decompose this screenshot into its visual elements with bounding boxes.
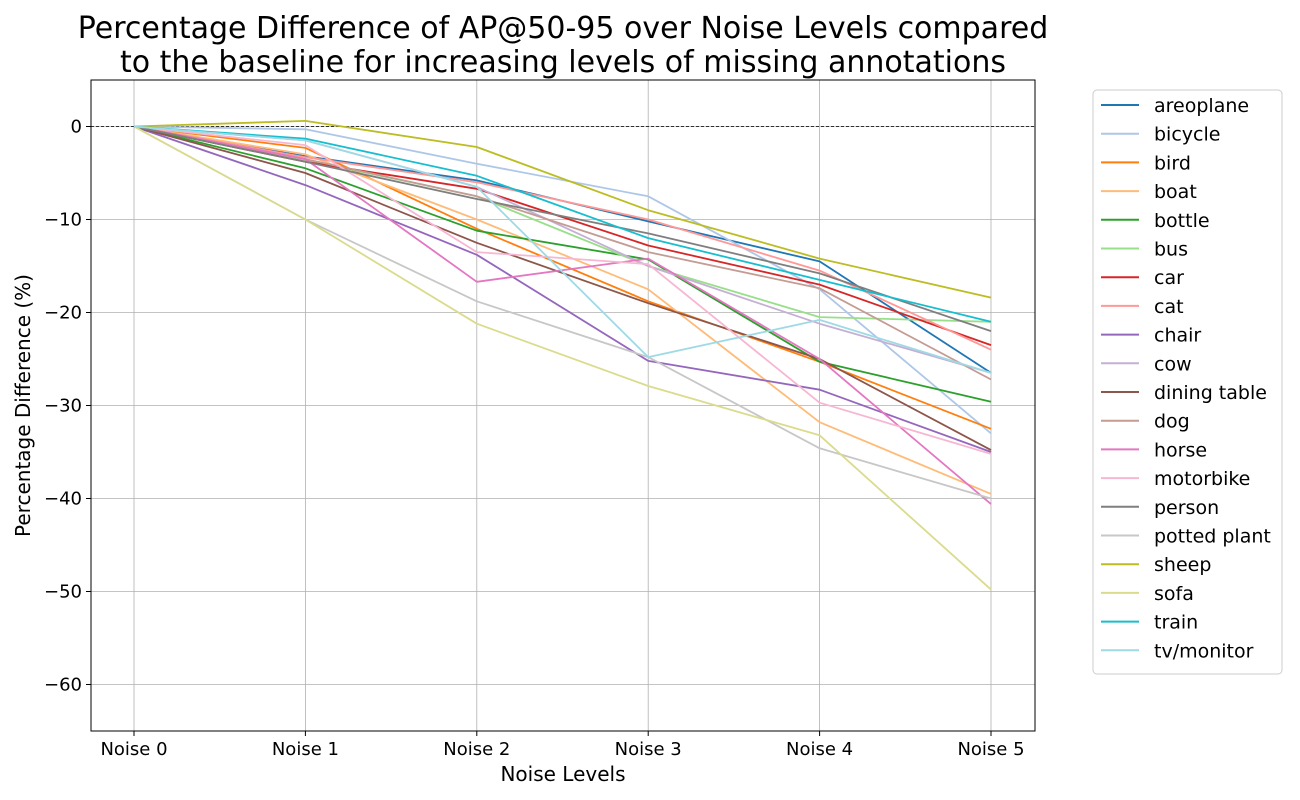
chart-title-line-2: to the baseline for increasing levels of… — [120, 45, 1006, 80]
series-line-sheep — [133, 120, 992, 299]
series-line-boat — [133, 125, 992, 495]
legend-label: areoplane — [1154, 95, 1249, 117]
x-tick-label: Noise 2 — [443, 739, 510, 760]
legend-label: car — [1154, 267, 1184, 289]
series-line-horse — [133, 125, 992, 505]
legend-label: person — [1154, 497, 1219, 519]
legend-item: boat — [1101, 181, 1197, 203]
legend-item: car — [1101, 267, 1184, 289]
legend-label: bicycle — [1154, 124, 1220, 146]
x-tick-label: Noise 4 — [786, 739, 853, 760]
legend-item: dining table — [1101, 382, 1267, 404]
legend-label: dog — [1154, 411, 1190, 433]
legend-item: train — [1101, 612, 1198, 634]
y-tick-label: −10 — [44, 210, 82, 231]
series-line-cow — [133, 125, 992, 374]
legend-label: bird — [1154, 152, 1191, 174]
x-axis-ticks: Noise 0 Noise 1 Noise 2 Noise 3 Noise 4 Noise… — [100, 731, 1025, 760]
series-line-chair — [133, 125, 992, 453]
legend-item: areoplane — [1101, 95, 1249, 117]
legend-label: chair — [1154, 325, 1201, 347]
series-line-tv-monitor — [133, 125, 992, 374]
legend-label: horse — [1154, 439, 1207, 461]
series-line-cat — [133, 125, 992, 351]
legend-label: cat — [1154, 296, 1184, 318]
legend-item: motorbike — [1101, 468, 1250, 490]
x-tick-label: Noise 3 — [615, 739, 682, 760]
legend-label: bus — [1154, 239, 1188, 261]
legend-box — [1092, 89, 1283, 675]
legend-label: bottle — [1154, 210, 1210, 232]
y-tick-label: −40 — [44, 489, 82, 510]
y-axis-label: Percentage Difference (%) — [11, 274, 35, 537]
legend-item: cow — [1101, 353, 1192, 375]
y-axis-ticks: 0 −10 −20 −30 −40 −50 −60 — [44, 117, 91, 696]
grid-lines — [91, 80, 1035, 731]
legend-label: sheep — [1154, 554, 1211, 576]
x-axis-label: Noise Levels — [500, 762, 625, 786]
y-tick-label: −20 — [44, 303, 82, 324]
series-line-motorbike — [133, 125, 992, 455]
legend-item: horse — [1101, 439, 1207, 461]
legend-item: chair — [1101, 325, 1201, 347]
series-line-person — [133, 125, 992, 332]
series-line-dog — [133, 125, 992, 381]
x-tick-label: Noise 5 — [957, 739, 1024, 760]
legend-item: person — [1101, 497, 1219, 519]
series-line-bicycle — [133, 125, 992, 435]
chart-title: Percentage Difference of AP@50-95 over N… — [78, 11, 1049, 80]
legend-label: dining table — [1154, 382, 1267, 404]
legend-item: sofa — [1101, 583, 1194, 605]
legend-label: potted plant — [1154, 526, 1271, 548]
legend: areoplane bicycle bird boat bottle bus car cat c… — [1092, 89, 1283, 675]
series-lines — [133, 120, 992, 591]
legend-item: bird — [1101, 152, 1191, 174]
series-line-bottle — [133, 125, 992, 403]
y-tick-label: −60 — [44, 675, 82, 696]
legend-item: bicycle — [1101, 124, 1220, 146]
legend-item: bottle — [1101, 210, 1210, 232]
legend-item: sheep — [1101, 554, 1211, 576]
legend-label: cow — [1154, 353, 1192, 375]
series-line-sofa — [133, 125, 992, 591]
legend-label: motorbike — [1154, 468, 1250, 490]
legend-label: train — [1154, 612, 1198, 634]
legend-label: boat — [1154, 181, 1197, 203]
legend-item: potted plant — [1101, 526, 1271, 548]
legend-item: dog — [1101, 411, 1190, 433]
x-tick-label: Noise 1 — [272, 739, 339, 760]
legend-label: sofa — [1154, 583, 1194, 605]
legend-item: bus — [1101, 239, 1188, 261]
y-tick-label: 0 — [71, 117, 82, 138]
series-line-bird — [133, 125, 992, 430]
y-tick-label: −30 — [44, 396, 82, 417]
legend-item: cat — [1101, 296, 1184, 318]
series-line-train — [133, 125, 992, 323]
legend-item: tv/monitor — [1101, 640, 1254, 662]
chart-title-line-1: Percentage Difference of AP@50-95 over N… — [78, 11, 1049, 46]
x-tick-label: Noise 0 — [100, 739, 167, 760]
legend-label: tv/monitor — [1154, 640, 1254, 662]
y-tick-label: −50 — [44, 582, 82, 603]
